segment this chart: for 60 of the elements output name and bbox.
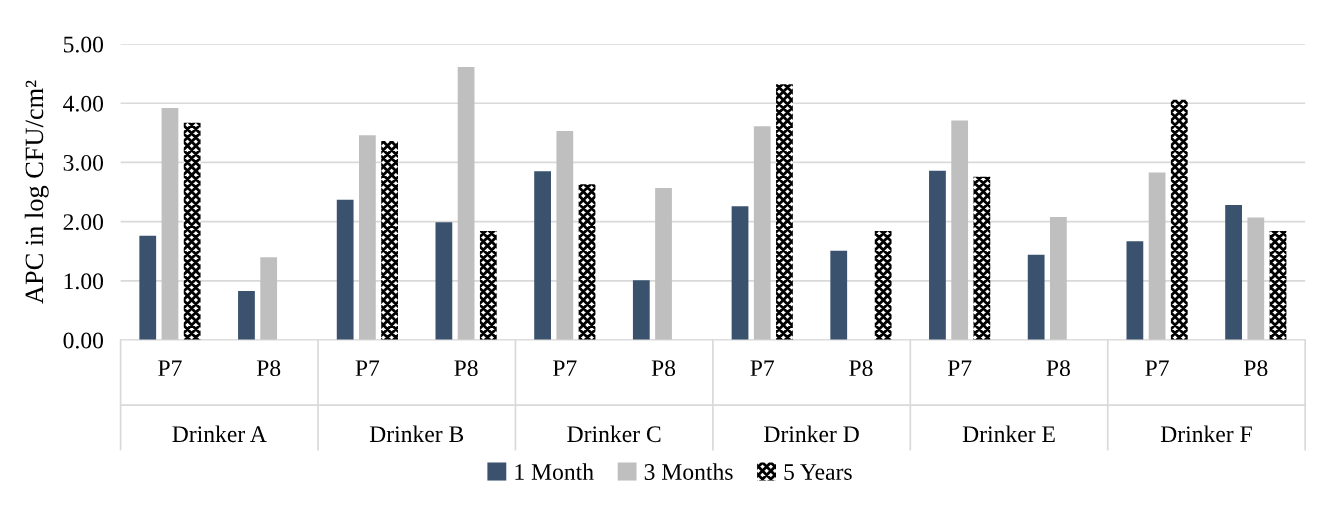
bar	[776, 84, 793, 341]
y-tick-label: 4.00	[63, 95, 104, 112]
bar	[874, 231, 892, 341]
bar	[381, 141, 398, 341]
bar	[457, 67, 475, 341]
bar	[161, 107, 179, 341]
x-tick-label: P8	[651, 360, 676, 377]
text: Drinker A	[172, 425, 267, 443]
x-tick-label: P8	[1244, 360, 1268, 377]
x-tick-label: P7	[158, 360, 182, 376]
y-tick-label: 2.00	[63, 214, 104, 231]
y-tick-label: 3.00	[63, 154, 104, 171]
bar	[238, 290, 255, 341]
bar	[435, 222, 453, 341]
bar	[336, 199, 354, 341]
bar	[753, 126, 771, 341]
bar	[139, 235, 157, 341]
text: Drinker D	[764, 425, 859, 443]
bar	[1269, 231, 1287, 341]
text: Drinker E	[962, 425, 1055, 443]
bar	[951, 120, 969, 341]
bar	[929, 170, 946, 341]
bar	[731, 206, 749, 341]
bar	[1170, 99, 1188, 341]
bar	[534, 171, 551, 341]
y-axis-title: APC in log CFU/cm²	[24, 80, 49, 304]
x-tick-label: P7	[355, 360, 380, 376]
x-tick-label: P8	[1046, 360, 1070, 377]
bar	[632, 280, 650, 341]
x-tick-label: P7	[1145, 360, 1169, 376]
x-tick-label: P7	[553, 360, 577, 376]
bar	[655, 187, 672, 341]
bar	[1126, 241, 1144, 341]
y-tick-label: 0.00	[63, 332, 104, 349]
bar	[556, 131, 574, 341]
bar	[973, 176, 991, 341]
y-tick-label: 5.00	[63, 36, 104, 53]
legend-label: 3 Months	[644, 463, 733, 480]
y-tick-label: 1.00	[64, 273, 104, 290]
bar	[1225, 205, 1242, 341]
legend-label: 5 Years	[784, 464, 852, 480]
bar	[1148, 172, 1166, 341]
text: Drinker B	[369, 425, 464, 443]
text: Drinker F	[1160, 425, 1252, 443]
bar	[260, 257, 278, 341]
bar	[183, 122, 201, 341]
text: Drinker C	[567, 425, 661, 443]
bar	[1027, 254, 1045, 341]
bar	[479, 231, 497, 341]
bar	[830, 250, 848, 341]
x-tick-label: P7	[947, 360, 972, 376]
bar	[578, 184, 596, 341]
bar	[1247, 217, 1265, 341]
legend-label: 1 Month	[515, 463, 594, 480]
x-tick-label: P8	[256, 360, 281, 377]
x-tick-label: P7	[750, 360, 775, 376]
x-tick-label: P8	[849, 360, 873, 377]
bar	[1049, 216, 1067, 341]
bar	[358, 135, 376, 341]
x-tick-label: P8	[454, 360, 478, 377]
